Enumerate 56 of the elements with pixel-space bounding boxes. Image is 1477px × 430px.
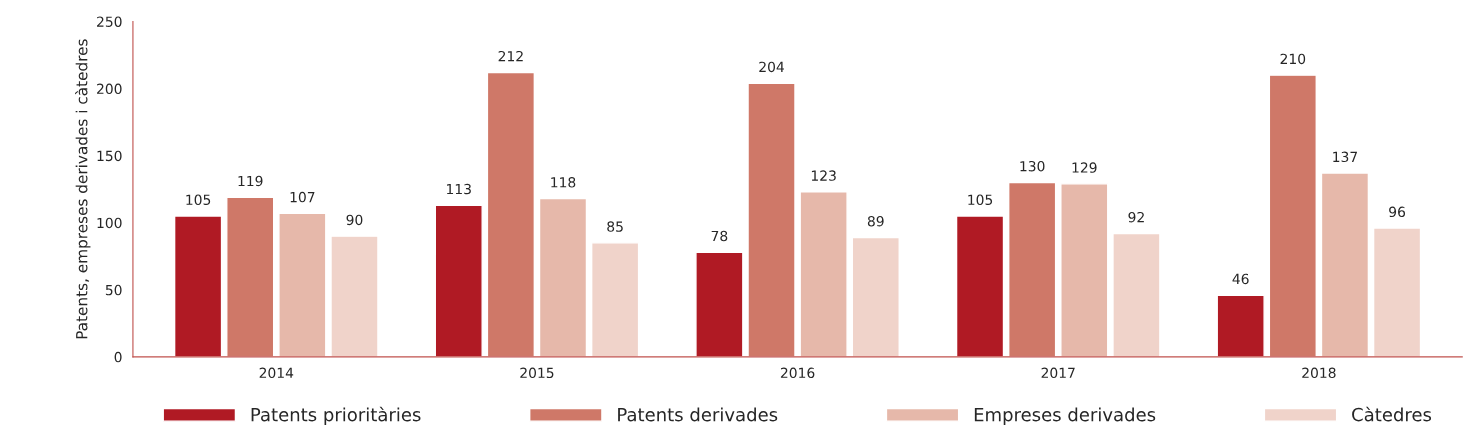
bar	[851, 236, 900, 357]
bar	[747, 82, 796, 357]
data-label: 210	[1280, 53, 1306, 65]
bar	[799, 191, 848, 357]
bar	[226, 196, 275, 357]
data-label: 105	[968, 194, 993, 206]
data-label: 105	[186, 194, 211, 206]
data-label: 137	[1333, 151, 1358, 163]
x-tick-label: 2017	[1041, 367, 1075, 379]
x-tick-label: 2014	[259, 367, 294, 379]
bar	[434, 204, 483, 357]
legend-label: Patents prioritàries	[251, 406, 421, 425]
y-axis-title: Patents, empreses derivades i càtedres	[75, 39, 91, 339]
y-tick-label: 0	[114, 351, 122, 363]
data-label: 78	[711, 230, 728, 242]
bar	[486, 71, 536, 357]
data-label: 85	[607, 221, 623, 232]
data-label: 130	[1020, 160, 1045, 172]
bar	[173, 215, 223, 357]
data-label: 107	[290, 191, 315, 203]
bar	[1112, 232, 1161, 357]
x-tick-label: 2016	[780, 367, 815, 379]
legend-label: Càtedres	[1352, 406, 1432, 422]
data-label: 96	[1389, 206, 1406, 218]
x-tick-label: 2015	[520, 367, 554, 379]
bar	[590, 242, 640, 357]
data-label: 204	[759, 61, 784, 73]
data-label: 89	[867, 215, 884, 227]
data-label: 119	[238, 175, 263, 187]
bar	[278, 212, 327, 357]
bar	[330, 235, 379, 357]
bar	[1060, 183, 1109, 357]
data-label: 90	[346, 214, 363, 226]
bar	[955, 215, 1005, 357]
data-label: 92	[1128, 211, 1144, 223]
bar	[538, 197, 588, 357]
data-label: 46	[1232, 273, 1249, 285]
legend-label: Empreses derivades	[974, 407, 1156, 425]
bar	[1320, 172, 1370, 357]
bar	[1268, 74, 1317, 357]
y-tick-label: 100	[97, 217, 122, 229]
bar	[1216, 294, 1265, 357]
data-label: 118	[551, 177, 576, 188]
bar	[1372, 227, 1422, 357]
data-label: 123	[811, 170, 836, 181]
y-tick-label: 200	[97, 83, 122, 95]
bar	[1008, 181, 1057, 357]
bar	[695, 251, 744, 357]
legend-label: Patents derivades	[618, 407, 778, 422]
y-tick-label: 250	[97, 16, 122, 27]
x-tick-label: 2018	[1302, 367, 1336, 379]
data-label: 113	[447, 183, 471, 195]
y-tick-label: 50	[105, 284, 122, 296]
data-label: 129	[1072, 162, 1097, 173]
y-tick-label: 150	[97, 150, 122, 162]
data-label: 212	[498, 50, 523, 62]
